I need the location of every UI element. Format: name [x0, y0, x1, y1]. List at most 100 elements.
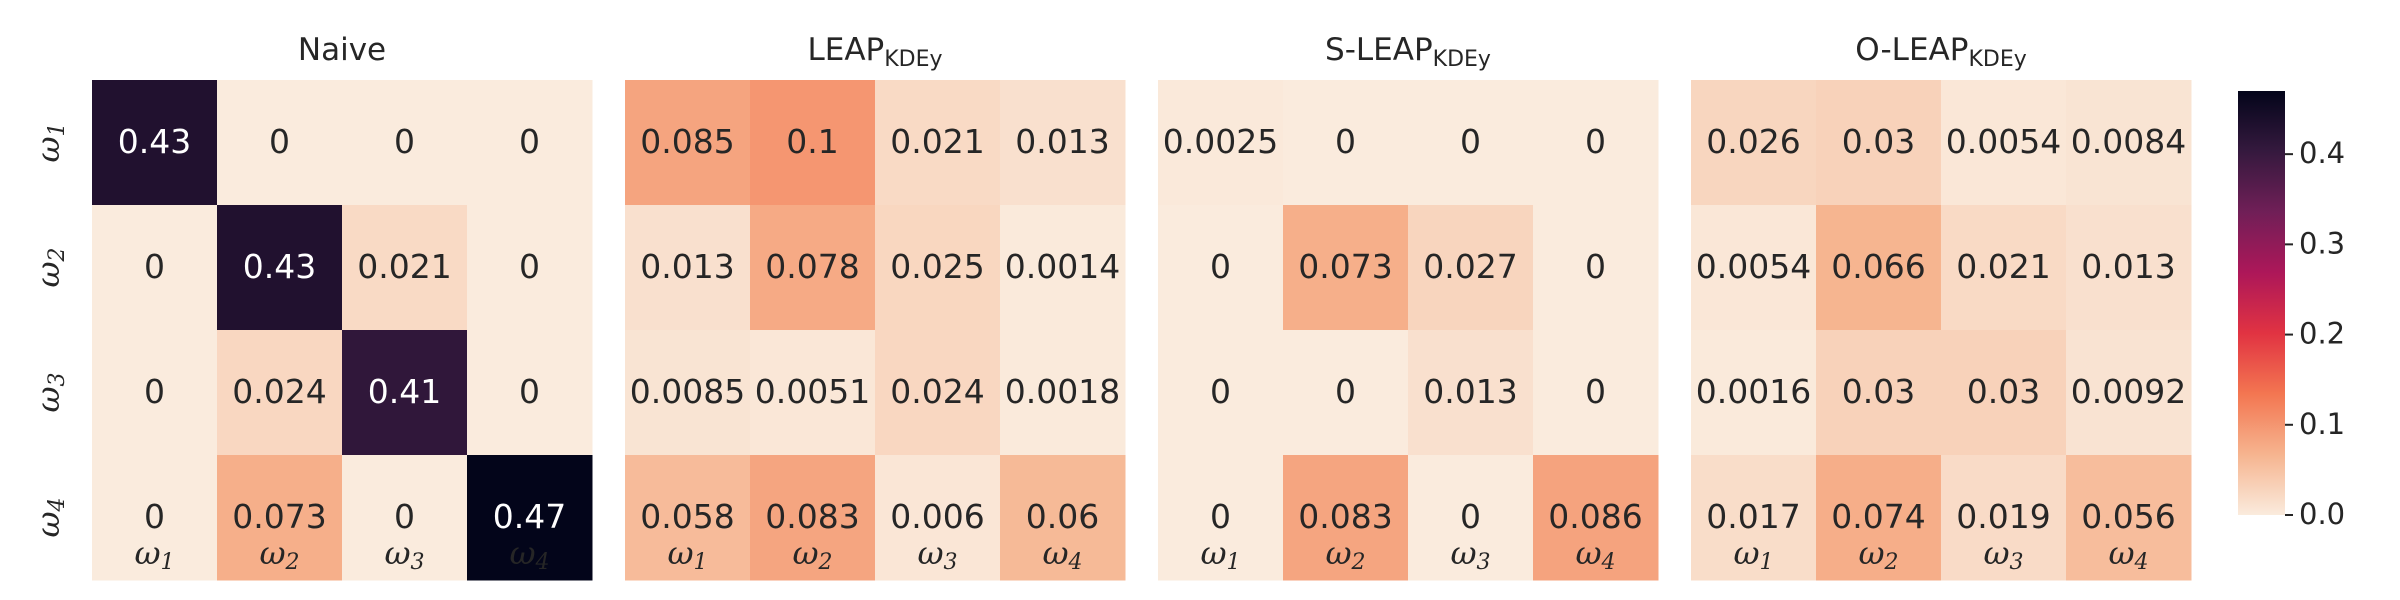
heatmap-cell-s-leap-r3-c3 — [1408, 330, 1534, 456]
x-tick-label-s-leap-1-symbol: ω — [1200, 534, 1226, 572]
panel-title-o-leap: O-LEAPKDEy — [1691, 32, 2191, 72]
cell-value-leap-r3-c1: 0.0085 — [630, 372, 745, 411]
heatmap-cell-o-leap-r2-c3 — [1941, 205, 2067, 331]
cell-value-s-leap-r1-c4: 0 — [1585, 122, 1606, 161]
y-tick-label-3-sub: 3 — [45, 372, 70, 386]
heatmap-cell-s-leap-r2-c1 — [1158, 205, 1284, 331]
heatmap-cell-naive-r3-c4 — [467, 330, 593, 456]
cell-value-naive-r1-c2: 0 — [269, 122, 290, 161]
colorbar-tick-label-3: 0.3 — [2299, 226, 2345, 260]
cell-value-o-leap-r4-c1: 0.017 — [1706, 497, 1800, 536]
x-tick-label-leap-3: ω3 — [917, 534, 957, 576]
heatmap-cell-leap-r3-c2 — [750, 330, 876, 456]
x-tick-label-leap-1: ω1 — [667, 534, 707, 576]
cell-value-leap-r4-c1: 0.058 — [640, 497, 734, 536]
colorbar-tick-label-4: 0.4 — [2299, 136, 2345, 170]
x-tick-label-o-leap-4-symbol: ω — [2108, 534, 2134, 572]
heatmap-cell-s-leap-r1-c4 — [1533, 80, 1659, 206]
x-tick-label-naive-2-symbol: ω — [259, 534, 285, 572]
heatmap-cell-naive-r1-c2 — [217, 80, 343, 206]
x-tick-label-leap-1-symbol: ω — [667, 534, 693, 572]
heatmap-cell-leap-r4-c2 — [750, 455, 876, 581]
heatmap-cell-leap-r3-c1 — [625, 330, 751, 456]
cell-value-o-leap-r3-c3: 0.03 — [1967, 372, 2040, 411]
x-tick-label-s-leap-3-sub: 3 — [1477, 550, 1491, 575]
x-tick-label-o-leap-4-sub: 4 — [2134, 550, 2149, 575]
cell-value-o-leap-r1-c3: 0.0054 — [1946, 122, 2061, 161]
heatmap-cell-naive-r3-c2 — [217, 330, 343, 456]
cell-value-leap-r2-c2: 0.078 — [765, 247, 859, 286]
x-tick-label-o-leap-1-symbol: ω — [1733, 534, 1759, 572]
x-tick-label-naive-2-sub: 2 — [285, 550, 300, 575]
x-tick-label-leap-3-sub: 3 — [944, 550, 958, 575]
x-tick-label-o-leap-3: ω3 — [1983, 534, 2023, 576]
y-tick-label-1-sub: 1 — [45, 122, 70, 136]
heatmap-cell-naive-r1-c3 — [342, 80, 468, 206]
cell-value-leap-r4-c2: 0.083 — [765, 497, 859, 536]
heatmap-cell-o-leap-r4-c1 — [1691, 455, 1817, 581]
cell-value-leap-r1-c4: 0.013 — [1015, 122, 1109, 161]
cell-value-o-leap-r3-c2: 0.03 — [1842, 372, 1915, 411]
cell-value-s-leap-r3-c1: 0 — [1210, 372, 1231, 411]
heatmap-cell-o-leap-r4-c3 — [1941, 455, 2067, 581]
x-tick-label-naive-3-sub: 3 — [411, 550, 425, 575]
heatmap-cell-s-leap-r2-c2 — [1283, 205, 1409, 331]
heatmap-cell-o-leap-r3-c4 — [2066, 330, 2192, 456]
x-tick-label-o-leap-4: ω4 — [2108, 534, 2148, 576]
cell-value-s-leap-r4-c3: 0 — [1460, 497, 1481, 536]
heatmap-cell-s-leap-r1-c2 — [1283, 80, 1409, 206]
cell-value-s-leap-r4-c1: 0 — [1210, 497, 1231, 536]
heatmap-cell-leap-r4-c1 — [625, 455, 751, 581]
panel-title-s-leap-text: S-LEAP — [1325, 32, 1433, 68]
panel-title-s-leap: S-LEAPKDEy — [1158, 32, 1658, 72]
x-tick-label-s-leap-3: ω3 — [1450, 534, 1490, 576]
x-tick-label-leap-4-sub: 4 — [1068, 550, 1083, 575]
heatmap-cell-s-leap-r4-c3 — [1408, 455, 1534, 581]
x-tick-label-o-leap-1-sub: 1 — [1760, 550, 1774, 575]
x-tick-label-leap-2-symbol: ω — [792, 534, 818, 572]
heatmap-cell-naive-r1-c4 — [467, 80, 593, 206]
y-tick-label-4: ω4 — [29, 497, 71, 537]
cell-value-o-leap-r4-c4: 0.056 — [2081, 497, 2175, 536]
cell-value-s-leap-r3-c3: 0.013 — [1423, 372, 1517, 411]
cell-value-naive-r1-c1: 0.43 — [118, 122, 191, 161]
heatmap-cell-naive-r4-c2 — [217, 455, 343, 581]
x-tick-label-leap-3-symbol: ω — [917, 534, 943, 572]
x-tick-label-s-leap-1-sub: 1 — [1227, 550, 1241, 575]
y-tick-label-3-symbol: ω — [29, 386, 67, 412]
cell-value-naive-r2-c1: 0 — [144, 247, 165, 286]
heatmap-cell-o-leap-r4-c4 — [2066, 455, 2192, 581]
heatmap-cell-s-leap-r1-c1 — [1158, 80, 1284, 206]
cell-value-s-leap-r2-c1: 0 — [1210, 247, 1231, 286]
heatmap-cell-s-leap-r1-c3 — [1408, 80, 1534, 206]
y-tick-label-2-symbol: ω — [29, 261, 67, 287]
x-tick-label-o-leap-2: ω2 — [1858, 534, 1898, 576]
x-tick-label-s-leap-2-symbol: ω — [1325, 534, 1351, 572]
heatmap-cell-o-leap-r1-c4 — [2066, 80, 2192, 206]
heatmap-cell-s-leap-r3-c1 — [1158, 330, 1284, 456]
x-tick-label-naive-2: ω2 — [259, 534, 299, 576]
heatmap-cell-o-leap-r3-c1 — [1691, 330, 1817, 456]
cell-value-s-leap-r2-c4: 0 — [1585, 247, 1606, 286]
x-tick-label-naive-3: ω3 — [384, 534, 424, 576]
heatmap-cell-naive-r3-c1 — [92, 330, 218, 456]
x-tick-label-s-leap-2-sub: 2 — [1351, 550, 1366, 575]
heatmap-cell-leap-r4-c4 — [1000, 455, 1126, 581]
cell-value-naive-r4-c4: 0.47 — [493, 497, 566, 536]
cell-value-leap-r3-c2: 0.0051 — [755, 372, 870, 411]
cell-value-naive-r2-c2: 0.43 — [243, 247, 316, 286]
y-tick-label-2-sub: 2 — [45, 247, 70, 262]
cell-value-s-leap-r1-c2: 0 — [1335, 122, 1356, 161]
cell-value-leap-r2-c1: 0.013 — [640, 247, 734, 286]
cell-value-naive-r3-c1: 0 — [144, 372, 165, 411]
heatmap-cell-naive-r4-c1 — [92, 455, 218, 581]
heatmap-cell-naive-r1-c1 — [92, 80, 218, 206]
cell-value-naive-r3-c2: 0.024 — [232, 372, 326, 411]
x-tick-label-naive-4-symbol: ω — [509, 534, 535, 572]
y-tick-label-3: ω3 — [29, 372, 71, 412]
panel-title-o-leap-text: O-LEAP — [1855, 32, 1969, 68]
heatmap-cell-leap-r4-c3 — [875, 455, 1001, 581]
heatmap-cell-o-leap-r2-c4 — [2066, 205, 2192, 331]
